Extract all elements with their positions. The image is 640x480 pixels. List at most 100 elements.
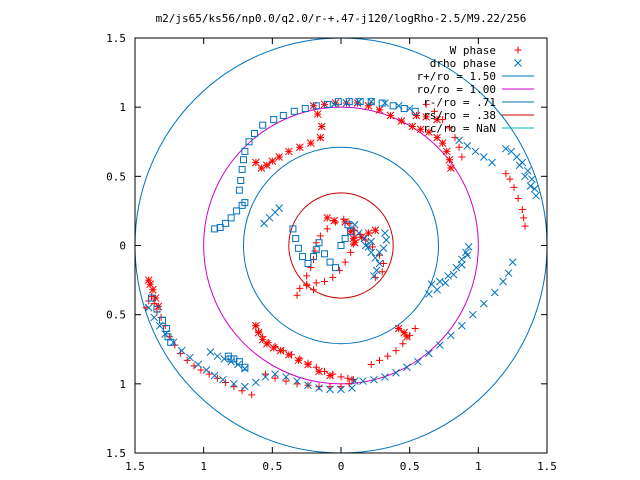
cross-point [479,299,488,308]
plus-point [399,340,407,348]
asterisk-point [442,147,451,156]
cross-point [261,373,270,381]
square-point [239,156,247,164]
square-point [312,102,320,110]
plus-point [384,352,392,360]
plus-point [238,387,246,395]
asterisk-point [408,122,417,131]
cross-point [370,272,378,280]
cross-point [206,348,215,356]
cross-point [444,272,452,280]
asterisk-point [254,328,263,337]
x-tick-label: 1 [475,460,482,473]
plus-point [323,225,331,233]
plus-point [303,272,311,280]
asterisk-point [330,216,338,225]
asterisk-point [275,153,284,161]
cross-point [457,255,466,264]
asterisk-point [364,101,373,110]
plus-point [310,286,318,294]
cross-point [361,241,370,250]
cross-point [350,377,359,385]
cross-point [488,158,496,167]
plus-point [312,363,320,371]
plus-point [347,248,355,256]
plus-point [329,273,337,281]
plus-point [315,383,323,391]
plus-point [411,325,419,332]
square-point [337,242,345,249]
asterisk-point [323,213,332,222]
plus-point [514,194,522,202]
asterisk-point [433,133,441,142]
asterisk-point [346,227,355,236]
plus-point [510,183,518,191]
asterisk-point [269,344,278,352]
asterisk-point [257,164,266,172]
cross-point [528,175,536,183]
legend-label: rc/ro = NaN [423,122,496,135]
square-point [400,105,408,113]
cross-point [219,375,227,384]
cross-point [471,147,480,156]
square-point [367,98,375,106]
cross-point [455,136,463,145]
asterisk-point [262,339,271,348]
square-point [345,98,353,106]
plus-point [321,277,329,285]
square-point [323,100,331,108]
cross-point [194,360,203,369]
x-tick-label: 0 [338,460,345,473]
cross-point [177,346,186,355]
cross-point [241,382,249,391]
asterisk-point [304,360,312,369]
cross-point [367,237,376,246]
asterisk-point [403,332,411,341]
asterisk-point [268,157,277,165]
asterisk-point [349,234,358,243]
cross-point [382,236,391,244]
legend-cross-swatch [514,59,522,67]
cross-point [282,373,290,381]
plus-point [337,373,345,381]
square-point [315,239,323,247]
x-tick-label: 0.5 [400,460,420,473]
cross-point [433,285,441,294]
asterisk-point [317,122,326,131]
asterisk-point [386,111,395,120]
cross-point [381,229,389,237]
y-tick-label: 1.5 [106,447,126,460]
legend-plus-swatch [514,46,522,54]
y-tick-label: 1 [119,378,126,391]
plus-point [518,206,526,214]
square-point [245,138,253,146]
plus-point [521,222,529,230]
cross-point [359,377,367,385]
cross-point [464,243,473,251]
plus-point [369,243,377,251]
cross-point [360,234,369,243]
plus-point [303,282,311,290]
y-tick-label: 1 [119,101,126,114]
asterisk-point [148,285,157,294]
asterisk-point [425,128,433,136]
cross-point [441,278,450,287]
cross-point [379,244,388,253]
asterisk-point [445,155,454,164]
cross-point [326,385,334,394]
asterisk-point [447,164,455,172]
plus-point [248,391,256,399]
asterisk-point [364,229,373,237]
asterisk-point [284,147,293,156]
cross-point [260,219,268,228]
cross-point [392,368,400,377]
plus-point [271,374,279,382]
cross-point [337,385,345,394]
chart-title: m2/js65/ks56/np0.0/q2.0/r-+.47-j120/logR… [156,12,527,25]
plus-point [380,259,388,267]
cross-point [381,373,389,381]
square-point [211,225,219,233]
asterisk-point [284,350,293,359]
cross-point [436,277,444,286]
axes-layer: 1.5 1 0.5 0 0.5 1 1.51.510.500.511.5 [106,32,557,473]
